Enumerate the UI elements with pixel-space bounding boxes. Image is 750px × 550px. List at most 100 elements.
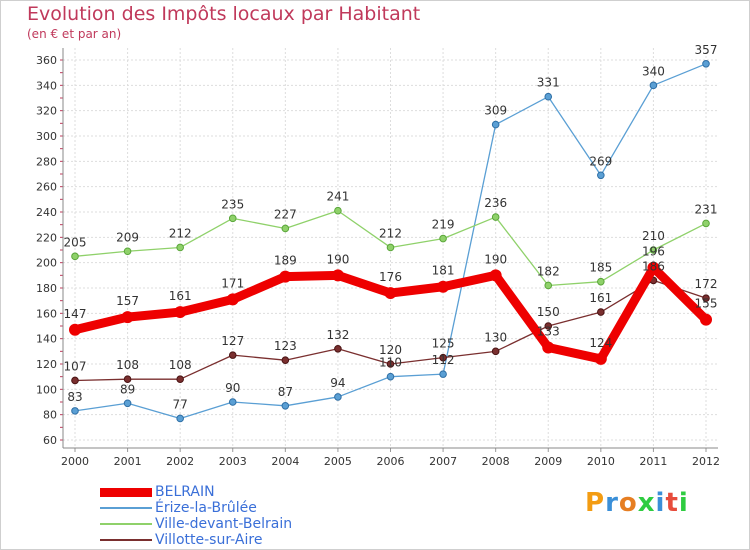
data-point — [123, 247, 132, 256]
data-point — [491, 347, 500, 356]
data-point — [281, 356, 290, 365]
data-label: 309 — [484, 104, 507, 118]
y-tick-label: 80 — [43, 409, 57, 422]
data-label: 186 — [642, 259, 665, 273]
data-label: 133 — [537, 325, 560, 339]
data-point — [384, 287, 397, 300]
y-tick-label: 260 — [36, 181, 57, 194]
x-tick-label: 2007 — [429, 455, 457, 468]
x-tick-label: 2010 — [587, 455, 615, 468]
data-label: 182 — [537, 264, 560, 278]
data-point — [174, 306, 187, 319]
legend-label: Villotte-sur-Aire — [155, 532, 263, 548]
data-point — [439, 370, 447, 378]
data-point — [71, 376, 79, 385]
data-label: 77 — [173, 397, 188, 411]
data-label: 227 — [274, 207, 297, 221]
data-point — [281, 402, 290, 410]
y-tick-label: 160 — [36, 307, 57, 320]
x-tick-label: 2006 — [377, 455, 405, 468]
data-point — [439, 234, 447, 243]
data-label: 212 — [169, 226, 192, 240]
data-point — [544, 322, 553, 330]
data-label: 176 — [379, 270, 402, 284]
legend-label: Ville-devant-Belrain — [155, 516, 293, 532]
data-point — [279, 270, 292, 283]
data-point — [331, 269, 344, 282]
data-point — [71, 407, 79, 415]
data-label: 108 — [116, 358, 139, 372]
x-tick-label: 2002 — [166, 455, 194, 468]
data-label: 125 — [432, 337, 455, 351]
data-point — [702, 294, 710, 302]
y-tick-label: 300 — [36, 130, 57, 143]
data-label: 89 — [120, 382, 135, 396]
x-tick-label: 2005 — [324, 455, 352, 468]
data-label: 112 — [432, 353, 455, 367]
data-label: 269 — [589, 154, 612, 168]
data-label: 161 — [169, 289, 192, 303]
data-point — [437, 280, 450, 293]
data-point — [228, 214, 237, 223]
data-point — [597, 171, 605, 180]
data-label: 94 — [330, 376, 345, 390]
data-label: 236 — [484, 196, 507, 210]
y-tick-label: 140 — [36, 333, 57, 346]
chart-subtitle: (en € et par an) — [27, 27, 122, 41]
y-tick-label: 120 — [36, 358, 57, 371]
data-point — [123, 375, 132, 384]
data-point — [597, 308, 605, 316]
data-point — [386, 360, 395, 368]
x-tick-label: 2001 — [114, 455, 142, 468]
data-label: 340 — [642, 64, 665, 78]
data-point — [334, 345, 342, 353]
data-point — [228, 351, 237, 359]
legend-swatch — [100, 507, 152, 509]
data-point — [334, 393, 342, 401]
data-label: 235 — [221, 197, 244, 211]
chart-title: Evolution des Impôts locaux par Habitant — [27, 3, 421, 25]
data-point — [176, 243, 184, 252]
legend-swatch — [100, 539, 152, 541]
x-tick-label: 2004 — [271, 455, 299, 468]
data-point — [69, 323, 81, 336]
y-tick-label: 60 — [43, 434, 57, 447]
data-label: 190 — [326, 252, 349, 266]
data-label: 171 — [221, 276, 244, 290]
data-point — [597, 277, 605, 286]
proxiti-logo: Proxiti — [585, 488, 689, 518]
data-label: 205 — [64, 235, 87, 249]
data-label: 357 — [695, 43, 718, 57]
y-tick-label: 320 — [36, 105, 57, 118]
data-label: 150 — [537, 305, 560, 319]
y-tick-label: 360 — [36, 54, 57, 67]
data-label: 157 — [116, 294, 139, 308]
data-point — [386, 372, 395, 381]
data-point — [123, 399, 132, 408]
data-point — [334, 206, 342, 215]
data-label: 209 — [116, 230, 139, 244]
x-tick-label: 2008 — [482, 455, 510, 468]
x-tick-label: 2011 — [639, 455, 667, 468]
data-label: 189 — [274, 254, 297, 268]
data-point — [439, 353, 447, 362]
y-tick-label: 100 — [36, 383, 57, 396]
data-point — [491, 120, 500, 129]
data-point — [386, 243, 395, 252]
data-label: 331 — [537, 76, 560, 90]
data-point — [226, 293, 239, 306]
data-label: 107 — [64, 359, 87, 373]
data-point — [649, 81, 658, 90]
data-label: 185 — [589, 261, 612, 275]
data-point — [594, 352, 607, 365]
x-tick-label: 2012 — [692, 455, 720, 468]
data-label: 83 — [67, 390, 82, 404]
data-label: 124 — [589, 336, 612, 350]
data-label: 132 — [326, 328, 349, 342]
data-point — [228, 398, 237, 406]
legend-swatch — [100, 523, 152, 525]
data-label: 181 — [432, 264, 455, 278]
data-label: 90 — [225, 381, 240, 395]
data-label: 120 — [379, 343, 402, 357]
